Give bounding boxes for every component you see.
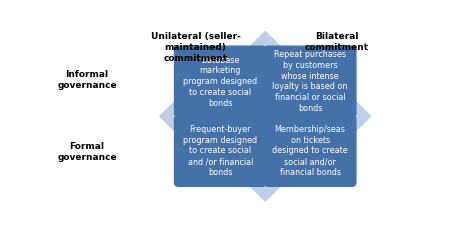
FancyBboxPatch shape — [174, 116, 265, 186]
Text: Unilateral (seller-
maintained)
commitment: Unilateral (seller- maintained) commitme… — [150, 32, 240, 63]
Text: Formal
governance: Formal governance — [57, 142, 117, 163]
Text: Repeat purchases
by customers
whose intense
loyalty is based on
financial or soc: Repeat purchases by customers whose inte… — [272, 50, 347, 113]
Polygon shape — [159, 99, 176, 133]
FancyBboxPatch shape — [174, 46, 265, 117]
Polygon shape — [247, 32, 282, 48]
Text: Bilateral
commitment: Bilateral commitment — [304, 32, 368, 52]
FancyBboxPatch shape — [264, 46, 355, 117]
Text: Frequent-buyer
program designed
to create social
and /or financial
bonds: Frequent-buyer program designed to creat… — [183, 125, 257, 177]
Polygon shape — [353, 99, 370, 133]
Text: Informal
governance: Informal governance — [57, 70, 117, 90]
Polygon shape — [247, 184, 282, 201]
FancyBboxPatch shape — [264, 116, 355, 186]
Text: Membership/seas
on tickets
designed to create
social and/or
financial bonds: Membership/seas on tickets designed to c… — [272, 125, 347, 177]
Text: Database
marketing
program designed
to create social
bonds: Database marketing program designed to c… — [183, 56, 257, 108]
Polygon shape — [247, 48, 282, 184]
Polygon shape — [176, 99, 353, 133]
